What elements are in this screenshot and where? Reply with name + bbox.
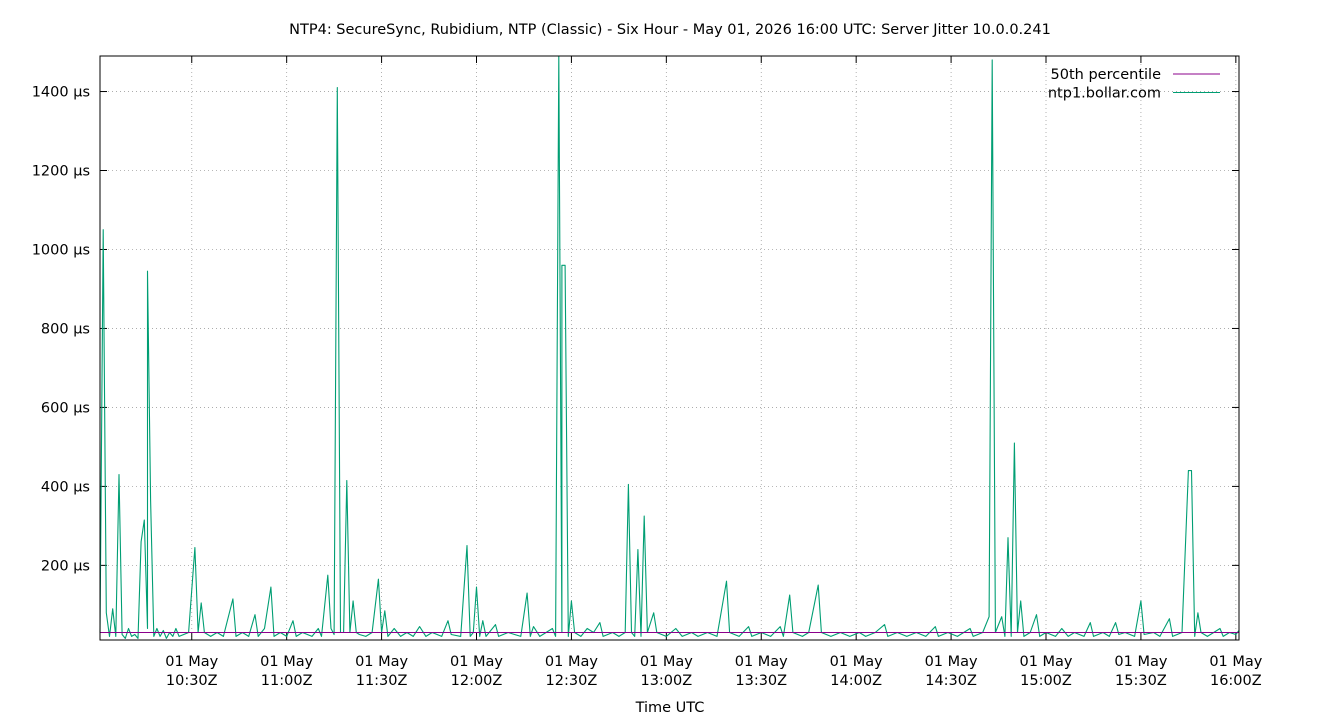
x-tick-date: 01 May	[830, 654, 883, 670]
y-tick-label: 800 µs	[41, 321, 90, 337]
x-tick-time: 10:30Z	[166, 673, 218, 689]
x-tick-date: 01 May	[1209, 654, 1262, 670]
plot-frame	[99, 55, 1240, 641]
x-tick-date: 01 May	[450, 654, 503, 670]
x-tick-time: 11:00Z	[261, 673, 313, 689]
x-tick-time: 15:00Z	[1020, 673, 1072, 689]
x-tick-time: 13:00Z	[640, 673, 692, 689]
x-tick-time: 14:30Z	[925, 673, 977, 689]
y-tick-label: 600 µs	[41, 400, 90, 416]
x-tick-time: 13:30Z	[735, 673, 787, 689]
x-tick-date: 01 May	[735, 654, 788, 670]
chart-title: NTP4: SecureSync, Rubidium, NTP (Classic…	[289, 22, 1051, 38]
x-tick-date: 01 May	[1019, 654, 1072, 670]
grid-lines	[100, 56, 1239, 640]
legend-label: 50th percentile	[1051, 67, 1162, 83]
x-tick-date: 01 May	[640, 654, 693, 670]
y-tick-label: 1400 µs	[32, 85, 90, 101]
x-tick-date: 01 May	[165, 654, 218, 670]
x-tick-date: 01 May	[925, 654, 978, 670]
x-tick-date: 01 May	[260, 654, 313, 670]
y-axis: 200 µs 400 µs 600 µs 800 µs 1000 µs 1200 µs 14…	[32, 85, 1239, 574]
y-tick-label: 1200 µs	[32, 164, 90, 180]
x-tick-date: 01 May	[1114, 654, 1167, 670]
jitter-series-line	[99, 55, 1240, 639]
y-tick-label: 400 µs	[41, 479, 90, 495]
x-tick-time: 12:30Z	[546, 673, 598, 689]
x-tick-date: 01 May	[545, 654, 598, 670]
x-tick-date: 01 May	[355, 654, 408, 670]
x-tick-time: 15:30Z	[1115, 673, 1167, 689]
y-tick-label: 200 µs	[41, 558, 90, 574]
x-tick-time: 16:00Z	[1210, 673, 1262, 689]
x-tick-time: 11:30Z	[356, 673, 408, 689]
x-axis: 01 May 10:30Z 01 May 11:00Z 01 May 11:30Z 01 M…	[165, 56, 1263, 689]
legend-label: ntp1.bollar.com	[1048, 86, 1161, 102]
series-layer	[99, 55, 1240, 639]
x-tick-time: 14:00Z	[830, 673, 882, 689]
y-tick-label: 1000 µs	[32, 242, 90, 258]
legend: 50th percentile ntp1.bollar.com	[1048, 67, 1220, 102]
x-tick-time: 12:00Z	[451, 673, 503, 689]
x-axis-label: Time UTC	[635, 700, 705, 716]
